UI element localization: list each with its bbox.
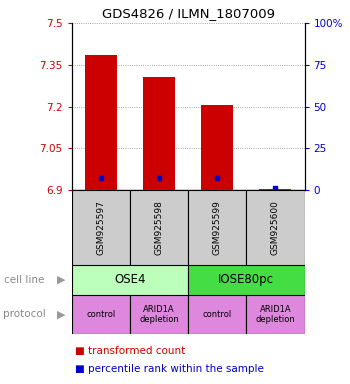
Bar: [72, 190, 130, 265]
Text: GSM925599: GSM925599: [213, 200, 222, 255]
Text: ▶: ▶: [57, 275, 65, 285]
Bar: [72, 295, 130, 334]
Bar: [188, 295, 246, 334]
Text: ARID1A
depletion: ARID1A depletion: [256, 305, 295, 324]
Text: control: control: [86, 310, 116, 319]
Text: ■ transformed count: ■ transformed count: [75, 346, 186, 356]
Bar: [130, 295, 188, 334]
Text: GSM925598: GSM925598: [155, 200, 163, 255]
Text: control: control: [203, 310, 232, 319]
Text: cell line: cell line: [4, 275, 44, 285]
Bar: [246, 295, 304, 334]
Text: GSM925597: GSM925597: [96, 200, 105, 255]
Text: OSE4: OSE4: [114, 273, 146, 286]
Text: protocol: protocol: [4, 310, 46, 319]
Bar: [246, 190, 304, 265]
Bar: [72, 265, 188, 295]
Bar: [188, 190, 246, 265]
Bar: [259, 189, 292, 190]
Text: ▶: ▶: [57, 310, 65, 319]
Bar: [188, 265, 304, 295]
Text: IOSE80pc: IOSE80pc: [218, 273, 274, 286]
Bar: [143, 77, 175, 190]
Bar: [85, 55, 117, 190]
Text: GSM925600: GSM925600: [271, 200, 280, 255]
Text: ■ percentile rank within the sample: ■ percentile rank within the sample: [75, 364, 264, 374]
Bar: [130, 190, 188, 265]
Bar: [201, 105, 233, 190]
Text: ARID1A
depletion: ARID1A depletion: [139, 305, 179, 324]
Title: GDS4826 / ILMN_1807009: GDS4826 / ILMN_1807009: [102, 7, 275, 20]
